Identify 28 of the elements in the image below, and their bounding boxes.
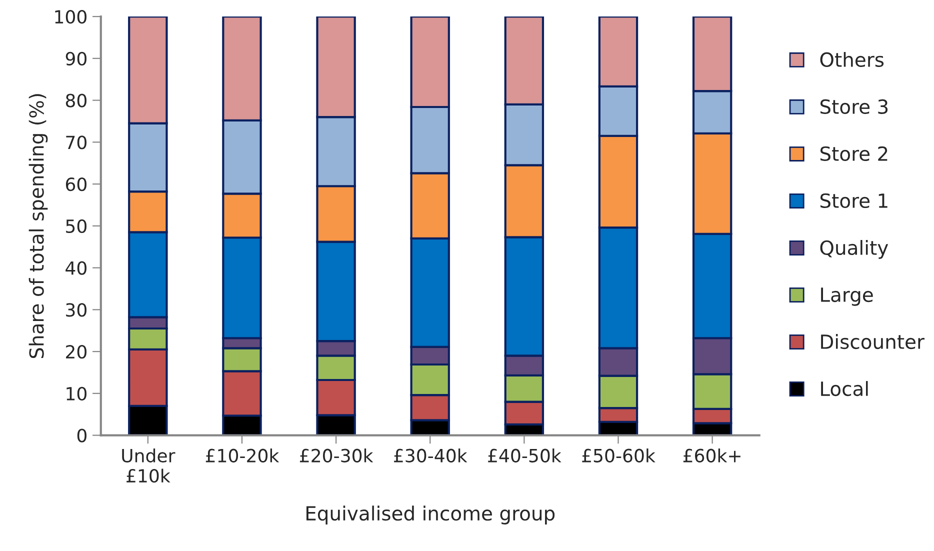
legend-label: Quality — [820, 240, 888, 259]
y-tick-label: 40 — [66, 261, 86, 275]
y-tick-label: 80 — [66, 94, 86, 108]
x-axis-title: Equivalised income group — [306, 506, 555, 524]
y-tick-label: 100 — [55, 10, 86, 24]
legend-label: Others — [820, 52, 884, 68]
x-tick-label: £10-20k — [206, 448, 280, 462]
x-tick-label: £20-30k — [300, 448, 374, 462]
x-tick-label: £50-60k — [582, 448, 656, 462]
y-tick-label: 20 — [66, 344, 86, 359]
x-tick-label: £60k+ — [683, 448, 740, 462]
y-tick-label: 0 — [77, 428, 86, 442]
x-tick-label: Under £10k — [122, 448, 176, 483]
legend-label: Store 2 — [820, 146, 888, 162]
legend-label: Store 1 — [820, 193, 888, 208]
x-tick-label: £40-50k — [488, 448, 562, 462]
y-tick-label: 70 — [66, 136, 86, 150]
y-tick-label: 10 — [66, 386, 86, 401]
y-tick-label: 30 — [66, 303, 86, 317]
legend-label: Store 3 — [820, 99, 888, 114]
y-axis-title: Share of total spending (%) — [28, 94, 48, 358]
legend-label: Discounter — [821, 334, 924, 350]
y-tick-label: 90 — [66, 52, 86, 66]
legend-label: Local — [821, 381, 868, 396]
y-tick-label: 50 — [66, 219, 86, 234]
x-tick-label: £30-40k — [394, 448, 468, 462]
legend-label: Large — [821, 288, 873, 306]
y-tick-label: 60 — [66, 177, 86, 192]
